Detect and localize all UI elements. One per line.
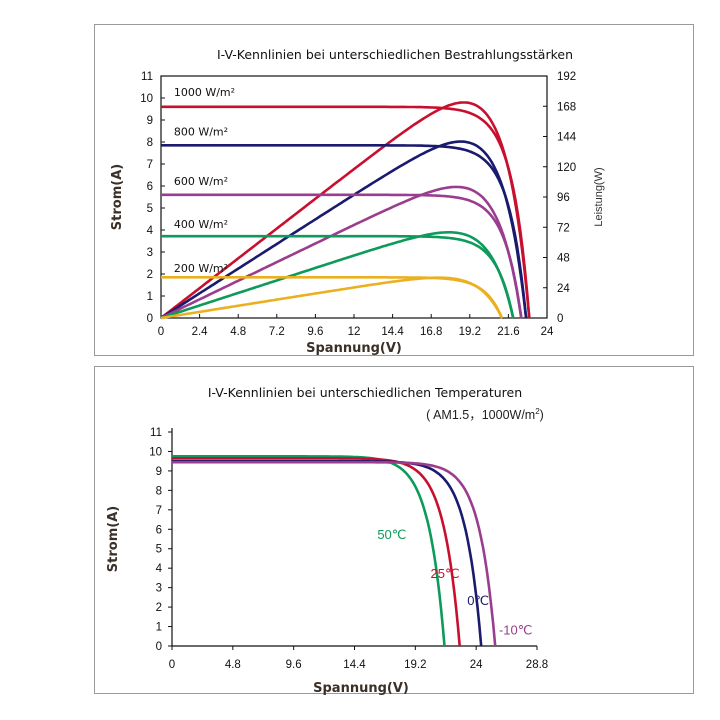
pv-curve-1 bbox=[160, 140, 528, 320]
y2-tick-label: 48 bbox=[557, 253, 570, 265]
y-tick-label: 2 bbox=[156, 602, 162, 614]
y2-tick-label: 120 bbox=[557, 162, 576, 174]
y2-tick-label: 144 bbox=[557, 132, 577, 144]
iv-curve-3 bbox=[161, 234, 515, 319]
series-label-0: 1000 W/m² bbox=[174, 86, 235, 99]
x-axis-label: Spannung(V) bbox=[306, 341, 402, 356]
x-tick-label: 14.4 bbox=[381, 326, 404, 338]
x-tick-label: 21.6 bbox=[497, 326, 519, 338]
temperature-chart-panel: I-V-Kennlinien bei unterschiedlichen Tem… bbox=[94, 366, 694, 696]
series-label-2: 0℃ bbox=[467, 593, 489, 608]
chart-subtitle: ( AM1.5，1000W/m2) bbox=[426, 407, 544, 422]
y2-tick-label: 168 bbox=[557, 101, 576, 113]
x-tick-label: 24 bbox=[541, 326, 554, 338]
series-label-0: 50℃ bbox=[377, 527, 406, 542]
x-tick-label: 4.8 bbox=[230, 326, 246, 338]
x-tick-label: 9.6 bbox=[307, 326, 323, 338]
x-tick-label: 28.8 bbox=[526, 659, 548, 671]
y2-tick-label: 96 bbox=[557, 192, 570, 204]
y2-tick-label: 72 bbox=[557, 222, 570, 234]
iv-curve-0 bbox=[172, 455, 446, 647]
x-tick-label: 0 bbox=[158, 326, 164, 338]
y2-tick-label: 24 bbox=[557, 283, 570, 295]
y-tick-label: 4 bbox=[156, 563, 163, 575]
x-tick-label: 9.6 bbox=[286, 659, 302, 671]
y-tick-label: 5 bbox=[156, 544, 162, 556]
y-axis-label: Strom(A) bbox=[110, 164, 125, 230]
y-tick-label: 1 bbox=[147, 291, 153, 303]
iv-curve-2 bbox=[161, 193, 523, 319]
x-tick-label: 4.8 bbox=[225, 659, 241, 671]
y-tick-label: 2 bbox=[147, 269, 153, 281]
x-tick-label: 19.2 bbox=[404, 659, 426, 671]
iv-curve-3 bbox=[172, 460, 497, 647]
irradiance-chart: I-V-Kennlinien bei unterschiedlichen Bes… bbox=[110, 47, 605, 356]
y-tick-label: 4 bbox=[147, 225, 154, 237]
y-tick-label: 0 bbox=[156, 641, 162, 653]
y-tick-label: 6 bbox=[147, 181, 153, 193]
y-tick-label: 11 bbox=[141, 71, 153, 83]
series-label-1: 25℃ bbox=[431, 566, 460, 581]
series-label-3: -10℃ bbox=[499, 622, 532, 637]
temperature-chart: I-V-Kennlinien bei unterschiedlichen Tem… bbox=[106, 385, 548, 696]
x-tick-label: 16.8 bbox=[420, 326, 442, 338]
x-tick-label: 14.4 bbox=[343, 659, 366, 671]
iv-curve-1 bbox=[172, 457, 461, 647]
pv-curve-3 bbox=[160, 231, 515, 320]
x-tick-label: 0 bbox=[169, 659, 175, 671]
pv-curve-0 bbox=[160, 101, 531, 320]
chart-title: I-V-Kennlinien bei unterschiedlichen Bes… bbox=[217, 47, 573, 62]
iv-curve-1 bbox=[161, 144, 528, 319]
x-axis-label: Spannung(V) bbox=[313, 681, 409, 696]
y-tick-label: 10 bbox=[149, 446, 162, 458]
y-tick-label: 1 bbox=[156, 622, 162, 634]
y-tick-label: 11 bbox=[150, 427, 162, 439]
x-tick-label: 12 bbox=[348, 326, 361, 338]
y-tick-label: 9 bbox=[156, 466, 162, 478]
iv-curve-4 bbox=[161, 276, 504, 319]
y-tick-label: 10 bbox=[140, 93, 153, 105]
y-tick-label: 7 bbox=[156, 505, 162, 517]
x-tick-label: 24 bbox=[470, 659, 483, 671]
y-tick-label: 9 bbox=[147, 115, 153, 127]
iv-curve-0 bbox=[161, 105, 531, 319]
irradiance-chart-panel: I-V-Kennlinien bei unterschiedlichen Bes… bbox=[94, 24, 694, 356]
y-tick-label: 7 bbox=[147, 159, 153, 171]
y-tick-label: 3 bbox=[156, 583, 162, 595]
x-tick-label: 19.2 bbox=[459, 326, 481, 338]
x-tick-label: 7.2 bbox=[269, 326, 285, 338]
x-tick-label: 2.4 bbox=[192, 326, 209, 338]
series-label-1: 800 W/m² bbox=[174, 125, 228, 138]
y-tick-label: 8 bbox=[147, 137, 153, 149]
y2-tick-label: 192 bbox=[557, 71, 576, 83]
pv-curve-2 bbox=[160, 185, 523, 320]
series-label-4: 200 W/m² bbox=[174, 262, 228, 275]
series-label-2: 600 W/m² bbox=[174, 175, 228, 188]
y2-axis-label: Leistung(W) bbox=[593, 167, 605, 226]
y-axis-label: Strom(A) bbox=[106, 506, 121, 572]
y-tick-label: 0 bbox=[147, 313, 153, 325]
y2-tick-label: 0 bbox=[557, 313, 563, 325]
y-tick-label: 3 bbox=[147, 247, 153, 259]
pv-curve-4 bbox=[160, 276, 504, 320]
y-tick-label: 8 bbox=[156, 485, 162, 497]
chart-title: I-V-Kennlinien bei unterschiedlichen Tem… bbox=[208, 385, 522, 400]
y-tick-label: 6 bbox=[156, 524, 162, 536]
series-label-3: 400 W/m² bbox=[174, 218, 228, 231]
y-tick-label: 5 bbox=[147, 203, 153, 215]
